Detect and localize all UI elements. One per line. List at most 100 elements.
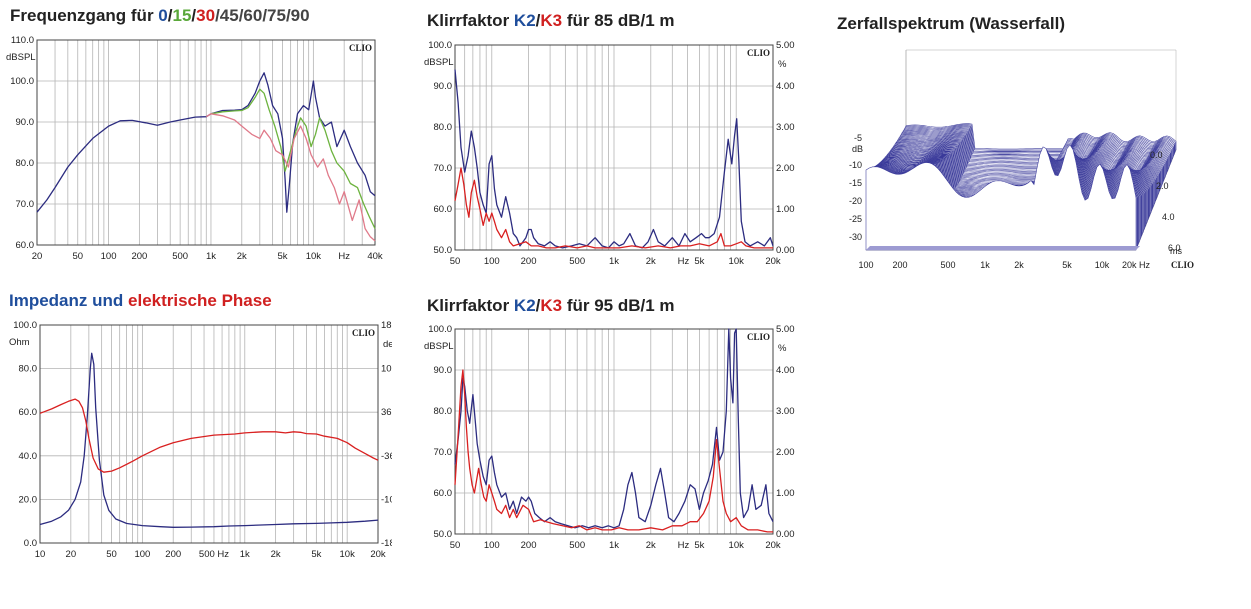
y-axis-label: Ohm <box>9 337 30 348</box>
clio-logo: CLIO <box>747 48 770 58</box>
waterfall-z-tick: -10 <box>849 160 862 170</box>
right-tick-label: 4.00 <box>776 365 795 376</box>
k95-title-k2: K2 <box>513 296 536 315</box>
right-tick-label: 108.0 <box>381 364 392 375</box>
x-tick-label: 500 Hz <box>199 549 229 560</box>
k95-title: Klirrfaktor K2/K3 für 95 dB/1 m <box>427 296 675 316</box>
y-tick-label: 70.0 <box>434 163 453 174</box>
x-tick-label: 20k <box>370 549 386 560</box>
x-tick-label: 500 <box>569 256 585 267</box>
x-tick-label: 1k <box>609 256 619 267</box>
waterfall-z-tick: -15 <box>849 178 862 188</box>
y-tick-label: 110.0 <box>11 35 34 46</box>
x-tick-label: 10k <box>340 549 356 560</box>
plot-border <box>36 39 376 246</box>
right-tick-label: 3.00 <box>776 122 795 133</box>
y-axis-label: dBSPL <box>424 57 454 68</box>
waterfall-title-text: Zerfallspektrum (Wasserfall) <box>837 14 1065 33</box>
x-tick-label: 40k <box>367 251 383 262</box>
x-tick-label: 1k <box>240 549 250 560</box>
waterfall-x-tick: 1k <box>980 260 990 270</box>
y-tick-label: 50.0 <box>434 529 453 540</box>
freq-title-sep: / <box>167 6 173 25</box>
y-tick-label: 90.0 <box>434 81 453 92</box>
right-tick-label: 2.00 <box>776 447 795 458</box>
x-tick-label: 20 <box>32 251 43 262</box>
plot-area <box>39 324 379 544</box>
waterfall-chart: dB-5 -10 -15 -20 -25 -30 0.0 2.0 4.0 6.0ms 100 200 5… <box>849 49 1194 270</box>
waterfall-z-tick: -25 <box>849 214 862 224</box>
freq-title-prefix: Frequenzgang für <box>10 6 159 25</box>
right-tick-label: -180.0 <box>381 538 392 549</box>
waterfall-z-tick: -20 <box>849 196 862 206</box>
right-axis-label: % <box>778 59 787 70</box>
x-tick-label: 200 <box>131 251 147 262</box>
clio-logo: CLIO <box>747 332 770 342</box>
x-tick-label: 2k <box>237 251 247 262</box>
series-line-0 <box>454 328 774 529</box>
frequency-response-chart: 110.0 100.0 90.0 80.0 70.0 60.0 dBSPL 20 50 100 20… <box>6 35 383 262</box>
right-tick-label: -36.0 <box>381 451 392 462</box>
k95-title-suffix: für 95 dB/1 m <box>562 296 675 315</box>
y-tick-label: 80.0 <box>16 158 35 169</box>
imp-title-und: und <box>87 291 129 310</box>
right-tick-label: 5.00 <box>776 324 795 335</box>
freq-title-sep: / <box>191 6 197 25</box>
x-tick-label: 2k <box>646 256 656 267</box>
x-tick-label: 100 <box>101 251 117 262</box>
right-tick-label: 3.00 <box>776 406 795 417</box>
waterfall-x-tick: 5k <box>1062 260 1072 270</box>
x-tick-label: 2k <box>646 540 656 551</box>
y-tick-label: 60.0 <box>16 240 35 251</box>
x-tick-label: 5k <box>311 549 321 560</box>
x-tick-label: 50 <box>450 540 461 551</box>
series-line-1 <box>210 88 376 229</box>
waterfall-z-tick: -5 <box>854 133 862 143</box>
x-tick-label: 100 <box>134 549 150 560</box>
x-tick-label: Hz <box>678 540 690 551</box>
waterfall-title: Zerfallspektrum (Wasserfall) <box>837 14 1065 34</box>
freq-title-15: 15 <box>172 6 192 25</box>
distortion-95db-chart: 100.0 90.0 80.0 70.0 60.0 50.0 dBSPL 5.00 4.00 3.… <box>424 324 795 551</box>
waterfall-x-tick: 2k <box>1014 260 1024 270</box>
y-tick-label: 80.0 <box>19 364 38 375</box>
waterfall-t-tick: 2.0 <box>1156 181 1169 191</box>
freq-title-30: 30 <box>196 6 216 25</box>
clio-logo: CLIO <box>1171 260 1194 270</box>
waterfall-x-tick: 10k <box>1095 260 1110 270</box>
series-line-0 <box>454 69 774 249</box>
plot-border <box>454 44 774 251</box>
x-tick-label: 10k <box>306 251 322 262</box>
right-tick-label: 5.00 <box>776 40 795 51</box>
freq-title-0: 0 <box>158 6 168 25</box>
waterfall-t-tick: 6.0 <box>1168 243 1181 253</box>
waterfall-x-tick: 20k Hz <box>1122 260 1151 270</box>
x-tick-label: 5k <box>694 256 704 267</box>
x-tick-label: 20 <box>66 549 77 560</box>
right-tick-label: 1.00 <box>776 204 795 215</box>
imp-title: Impedanz und elektrische Phase <box>9 291 272 311</box>
y-tick-label: 40.0 <box>19 451 38 462</box>
freq-title: Frequenzgang für 0/15/30/45/60/75/90 <box>10 6 310 26</box>
k85-title-suffix: für 85 dB/1 m <box>562 11 675 30</box>
k85-title-prefix: Klirrfaktor <box>427 11 514 30</box>
y-axis-label: dBSPL <box>6 52 36 63</box>
waterfall-x-tick: 100 <box>858 260 873 270</box>
x-tick-label: 500 <box>172 251 188 262</box>
plot-border <box>39 324 379 544</box>
x-tick-label: 50 <box>450 256 461 267</box>
x-tick-label: 200 <box>521 540 537 551</box>
right-tick-label: 1.00 <box>776 488 795 499</box>
imp-title-imp: Impedanz <box>9 291 88 310</box>
series-line-0 <box>36 72 376 213</box>
k95-title-sep: / <box>535 296 541 315</box>
imp-title-phase: elektrische Phase <box>128 291 272 310</box>
right-tick-label: 180.0 <box>381 320 392 331</box>
y-tick-label: 50.0 <box>434 245 453 256</box>
series-line-2 <box>205 113 376 242</box>
y-tick-label: 80.0 <box>434 406 453 417</box>
waterfall-front <box>866 246 1140 250</box>
x-tick-label: 1k <box>206 251 216 262</box>
series-line-0 <box>39 352 379 528</box>
x-tick-label: 50 <box>72 251 83 262</box>
